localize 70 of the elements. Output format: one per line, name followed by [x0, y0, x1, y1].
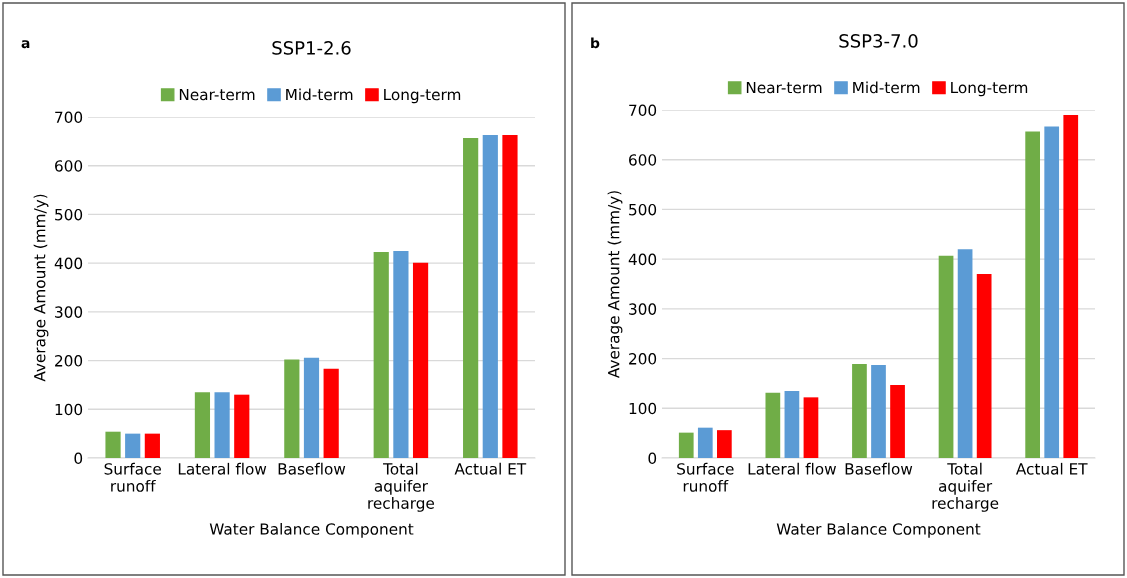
x-tick-label: Lateral flow: [178, 462, 267, 475]
bar: [373, 251, 389, 458]
chart-title: SSP3-7.0: [839, 34, 918, 48]
x-tick-label: Total aquifer recharge: [932, 462, 999, 512]
y-axis-title: Average Amount (mm/y): [607, 191, 623, 379]
x-tick-label: Surface runoff: [677, 462, 734, 492]
bar: [957, 249, 973, 458]
bar: [234, 394, 250, 458]
x-axis-title: Water Balance Component: [776, 522, 981, 538]
bar: [890, 384, 905, 458]
x-tick-label: Baseflow: [278, 462, 346, 475]
text: b: [591, 37, 600, 49]
bar: [765, 392, 781, 458]
bar: [938, 255, 954, 458]
bar: [852, 364, 867, 458]
y-tick-label: 0: [648, 452, 657, 465]
y-tick-label: 500: [629, 203, 657, 216]
legend-label: Long-term: [951, 81, 1028, 97]
bar: [194, 392, 211, 458]
y-axis-title: Average Amount (mm/y): [33, 194, 49, 382]
bar: [502, 135, 518, 458]
bar: [125, 433, 141, 458]
legend-label: Near-term: [179, 88, 255, 101]
bar: [871, 365, 886, 458]
bar: [482, 135, 498, 458]
bar: [716, 430, 732, 458]
bar: [284, 359, 300, 458]
bar: [323, 368, 339, 458]
y-tick-label: 100: [629, 402, 657, 415]
bar: [105, 431, 121, 458]
y-tick-label: 600: [629, 154, 657, 166]
x-tick-label: Total aquifer recharge: [368, 462, 435, 512]
y-tick-label: 700: [629, 104, 657, 117]
bar: [214, 392, 230, 458]
y-tick-label: 500: [55, 208, 83, 221]
y-tick-label: 300: [55, 306, 83, 318]
legend-label: Mid-term: [286, 88, 353, 101]
bar: [784, 390, 800, 458]
y-tick-label: 300: [629, 303, 657, 315]
text: a: [21, 40, 30, 49]
legend-label: Long-term: [384, 88, 461, 104]
y-tick-label: 200: [55, 355, 83, 367]
x-tick-label: Actual ET: [454, 462, 527, 475]
bar: [412, 262, 429, 458]
chart-title: SSP1-2.6: [272, 41, 351, 55]
x-tick-label: Surface runoff: [104, 462, 161, 492]
x-tick-label: Baseflow: [845, 462, 913, 475]
bar: [1044, 126, 1060, 458]
bar: [678, 432, 694, 458]
bar: [697, 427, 713, 458]
x-tick-label: Actual ET: [1015, 462, 1088, 475]
bar: [976, 274, 992, 458]
y-tick-label: 400: [54, 257, 83, 270]
y-tick-label: 400: [628, 253, 657, 266]
y-tick-label: 600: [55, 160, 83, 172]
legend-label: Mid-term: [853, 81, 920, 94]
y-tick-label: 700: [55, 111, 83, 124]
x-tick-label: Lateral flow: [748, 462, 836, 475]
x-axis-title: Water Balance Component: [209, 522, 414, 538]
bar: [803, 397, 819, 458]
bar: [1025, 131, 1041, 458]
bar: [393, 250, 409, 458]
bar: [1063, 114, 1079, 458]
bar: [303, 357, 320, 458]
bar: [144, 433, 160, 458]
y-tick-label: 200: [629, 353, 657, 365]
y-tick-label: 0: [74, 452, 83, 465]
y-tick-label: 100: [55, 403, 83, 416]
legend-label: Near-term: [746, 81, 822, 94]
bar: [463, 137, 479, 458]
